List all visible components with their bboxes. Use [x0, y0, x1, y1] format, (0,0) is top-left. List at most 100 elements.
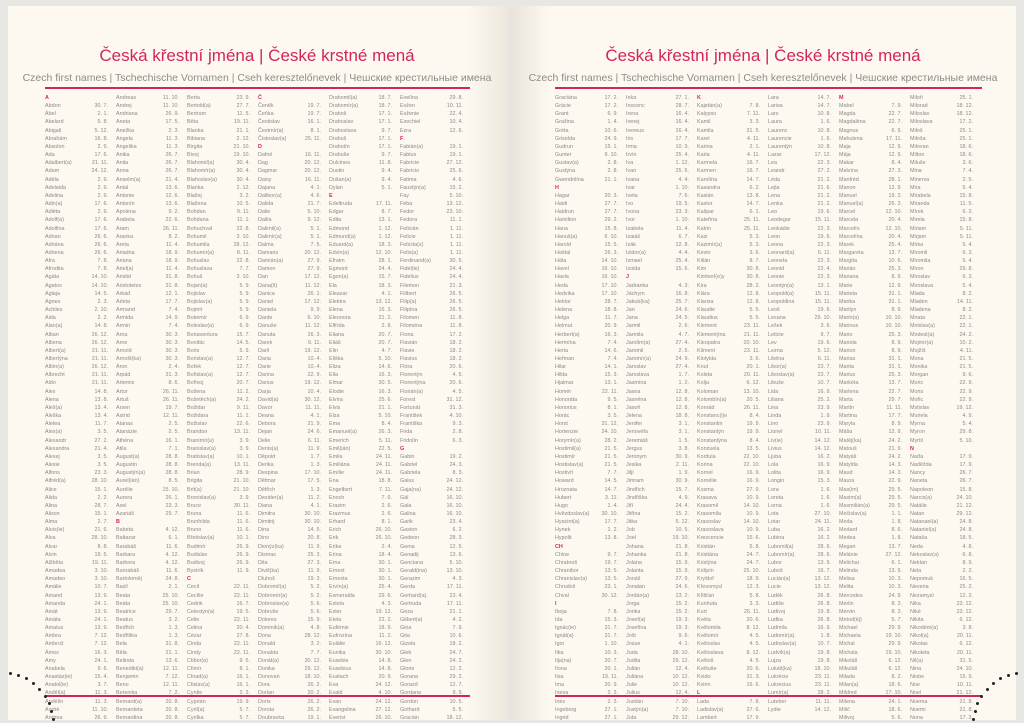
first-name: Napoleon — [910, 486, 934, 493]
name-entry: Drahuš 17. 1. — [329, 135, 400, 143]
first-name: Kamila — [697, 127, 714, 134]
name-entry: Matěj(ka) 24. 2. — [839, 437, 910, 445]
name-day-date: 21. 5. — [959, 356, 974, 362]
name-entry: Iva 1. 12. — [626, 159, 697, 167]
name-day-date: 12. 7. — [236, 364, 251, 371]
name-day-date: 14. 11. — [956, 298, 973, 305]
first-name: Darek — [258, 339, 273, 346]
name-day-date: 14. 10. — [601, 258, 619, 265]
name-day-date: 8. 2. — [168, 233, 180, 240]
first-name: Narcis(a) — [910, 494, 932, 501]
name-entry: Afrodita 7. 8. — [45, 265, 116, 273]
name-entry: Jeronym 30. 9. — [626, 453, 697, 461]
name-entry: Alex 14. 8. — [45, 388, 116, 396]
name-entry: Absolon 2. 9. — [45, 143, 116, 151]
first-name: Drahuš — [329, 135, 347, 142]
name-entry: Kornel 16. 9. — [697, 469, 768, 477]
first-name: Anika — [116, 152, 130, 159]
name-day-date: 26. 1. — [307, 290, 322, 297]
name-day-date: 17. 12. — [304, 274, 322, 281]
first-name: Jonáš — [626, 576, 641, 583]
name-day-date: 10. 8. — [817, 111, 832, 118]
name-entry: Deana 4. 1. — [258, 412, 329, 420]
name-entry: Mona 21. 5. — [910, 355, 981, 363]
first-name: Amatus — [45, 625, 64, 632]
first-name: Mája — [839, 152, 851, 159]
first-name: Justýn(a) — [626, 706, 649, 713]
first-name: Arabela — [116, 217, 135, 224]
name-entry: Alex(a) 3. 5. — [45, 428, 116, 436]
perforation-dot — [1014, 671, 1018, 675]
name-entry: Lionel 10. 11. — [768, 428, 839, 436]
first-name: Leodegar — [768, 217, 791, 224]
first-name: Grant — [555, 111, 569, 118]
name-day-date: 18. 7. — [378, 95, 393, 101]
name-day-date: 13. 11. — [233, 462, 250, 469]
name-entry: Jasoň 12. 8. — [626, 404, 697, 412]
name-entry: Květomír 4. 5. — [697, 632, 768, 640]
first-name: Elmar — [329, 380, 344, 387]
name-day-date: 24. 2. — [959, 331, 974, 338]
first-name: Lionel — [768, 429, 783, 436]
name-entry: Marieta 31. 1. — [839, 290, 910, 298]
name-day-date: 29. 12. — [672, 714, 690, 721]
name-day-date: 10. 9. — [746, 510, 761, 517]
name-entry: Brit(a) 21. 10. — [187, 486, 258, 494]
first-name: Felicián — [400, 225, 419, 232]
first-name: Doubravka — [258, 714, 285, 721]
name-day-date: 23. 9. — [236, 95, 251, 101]
name-day-date: 13. 12. — [814, 576, 832, 583]
name-day-date: 3. 3. — [749, 119, 761, 126]
perforation-dot — [9, 671, 13, 675]
name-day-date: 7. 6. — [678, 192, 690, 199]
first-name: Alois(ie) — [45, 527, 65, 534]
first-name: Dan — [258, 274, 268, 281]
perforation-dot — [47, 702, 51, 706]
first-name: Ctirad(a) — [187, 674, 208, 681]
name-day-date: 30. 4. — [236, 160, 251, 167]
name-entry: Abigail 5. 12. — [45, 127, 116, 135]
name-day-date: 23. 9. — [817, 421, 832, 428]
first-name: Elfrída — [329, 323, 345, 330]
first-name: Nepomuk — [910, 576, 934, 583]
first-name: Elvíra — [329, 396, 343, 403]
first-name: Agatos — [45, 282, 62, 289]
name-entry: Ester 19. 12. — [329, 608, 400, 616]
first-name: Mercedes — [839, 592, 863, 599]
name-entry: Jarmila 4. 7. — [626, 331, 697, 339]
name-entry: Emerich 5. 11. — [329, 437, 400, 445]
first-name: Grácie — [555, 103, 571, 110]
name-entry: Dalimil(a) 5. 1. — [258, 225, 329, 233]
first-name: Lorna — [768, 502, 782, 509]
name-day-date: 26. 8. — [817, 600, 832, 607]
first-name: Háta — [555, 258, 567, 265]
name-day-date: 28. 6. — [817, 543, 832, 550]
name-day-date: 1. 6. — [820, 502, 832, 509]
name-day-date: 16. 8. — [675, 290, 690, 297]
name-entry: Elza 5. 10. — [329, 412, 400, 420]
first-name: Léda — [768, 176, 780, 183]
name-entry: Jolana 15. 9. — [626, 559, 697, 567]
name-day-date: 4. 3. — [381, 600, 393, 607]
name-day-date: 24. 10. — [956, 494, 974, 501]
name-day-date: 5. 9. — [239, 347, 251, 354]
name-entry: Hostislav(a) 21. 5. — [555, 461, 626, 469]
name-day-date: 24. 2. — [888, 437, 903, 444]
name-entry: Juliána 10. 12. — [626, 673, 697, 681]
name-day-date: 16. 3. — [94, 649, 109, 656]
name-entry: Moris 22. 9. — [910, 388, 981, 396]
name-entry: Amadeo 3. 10. — [45, 575, 116, 583]
first-name: Krasoslava — [697, 527, 724, 534]
first-name: Lolita — [768, 470, 781, 477]
name-day-date: 24. 2. — [236, 396, 251, 403]
name-day-date: 10. 10. — [885, 323, 903, 330]
first-name: Arnošt(ka) — [116, 356, 141, 362]
name-entry: Hagar 20. 3. — [555, 192, 626, 200]
first-name: Manon — [839, 184, 856, 191]
name-entry: Marilyn 8. 9. — [839, 306, 910, 314]
name-day-date: 21. 2. — [817, 176, 832, 183]
first-name: Gabriel — [400, 462, 418, 469]
name-entry: Afra 7. 8. — [45, 257, 116, 265]
name-day-date: 11. 11. — [815, 698, 831, 705]
name-entry: Iveta 7. 6. — [626, 192, 697, 200]
